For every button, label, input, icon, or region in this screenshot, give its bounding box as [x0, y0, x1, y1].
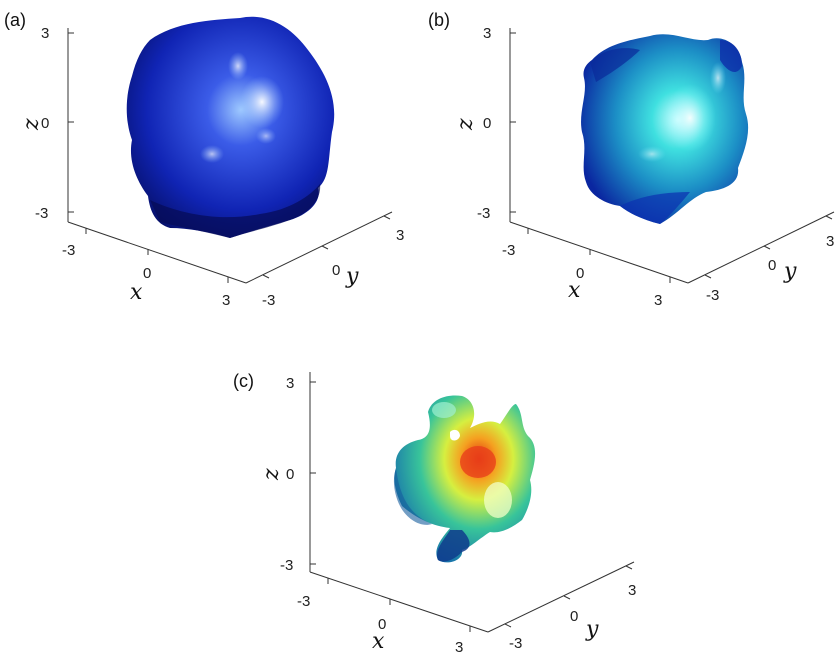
panel-a-y-tick: 0	[332, 262, 340, 279]
panel-b-y-label: y	[783, 259, 797, 284]
panel-b-highlight	[664, 84, 716, 152]
panel-b-y-tick: -3	[706, 287, 719, 304]
panel-a-y-tick: -3	[262, 292, 275, 309]
panel-b-y-axis	[687, 211, 835, 284]
panel-b-surface	[581, 34, 749, 224]
panel-c-y-tick: -3	[509, 635, 522, 652]
panel-b-y-tick: 3	[826, 233, 834, 250]
panel-c: (c) 3 0 -3 -3 0 3 -3 0 3 x y z	[233, 371, 636, 656]
panel-a-y-label: y	[345, 264, 359, 289]
panel-b-z-tick: 0	[483, 115, 491, 132]
panel-c-y-label: y	[585, 617, 599, 642]
panel-a-z-tick: 3	[41, 25, 49, 42]
panel-c-y-axis	[487, 561, 635, 633]
panel-a: (a) 3 0 -3 -3 0 3 -3 0 3 x y z	[4, 10, 404, 309]
panel-c-x-tick: 3	[455, 639, 463, 656]
panel-a-x-label: x	[130, 280, 143, 305]
panel-c-z-tick: 3	[286, 375, 294, 392]
panel-c-label: (c)	[233, 371, 254, 391]
panel-b-z-tick: 3	[483, 25, 491, 42]
panel-a-z-tick: -3	[35, 205, 48, 222]
panel-a-label: (a)	[4, 10, 26, 30]
panel-c-y-tick: 3	[628, 582, 636, 599]
panel-a-surface	[126, 16, 335, 238]
panel-c-hot-spot	[460, 446, 496, 478]
panel-c-y-tick: 0	[570, 608, 578, 625]
panel-b-x-label: x	[568, 278, 581, 303]
panel-a-highlight	[240, 76, 284, 128]
panel-c-x-axis	[309, 571, 489, 633]
panel-b-x-tick: 3	[654, 292, 662, 309]
panel-c-z-tick: -3	[280, 557, 293, 574]
panel-a-z-label: z	[19, 118, 44, 131]
panel-b-x-axis	[509, 221, 689, 284]
panel-c-x-tick: -3	[297, 593, 310, 610]
panel-c-x-label: x	[372, 629, 385, 654]
panel-a-x-tick: -3	[62, 242, 75, 259]
panel-a-x-tick: 0	[143, 265, 151, 282]
panel-c-x-tick: 0	[378, 616, 386, 633]
panel-c-z-label: z	[259, 468, 284, 481]
panel-b-y-tick: 0	[768, 257, 776, 274]
panel-b-x-tick: 0	[576, 265, 584, 282]
panel-b-x-tick: -3	[502, 242, 515, 259]
panel-a-x-tick: 3	[222, 292, 230, 309]
panel-a-y-tick: 3	[396, 227, 404, 244]
panel-a-z-tick: 0	[41, 115, 49, 132]
panel-a-x-axis	[67, 221, 247, 284]
panel-b: (b) 3 0 -3 -3 0 3 -3 0 3 x y z	[428, 10, 834, 309]
panel-c-surface	[394, 395, 536, 563]
panel-c-z-tick: 0	[286, 466, 294, 483]
panel-b-z-tick: -3	[477, 205, 490, 222]
panel-b-label: (b)	[428, 10, 450, 30]
panel-b-z-label: z	[453, 118, 478, 131]
panel-a-y-axis	[245, 211, 393, 284]
